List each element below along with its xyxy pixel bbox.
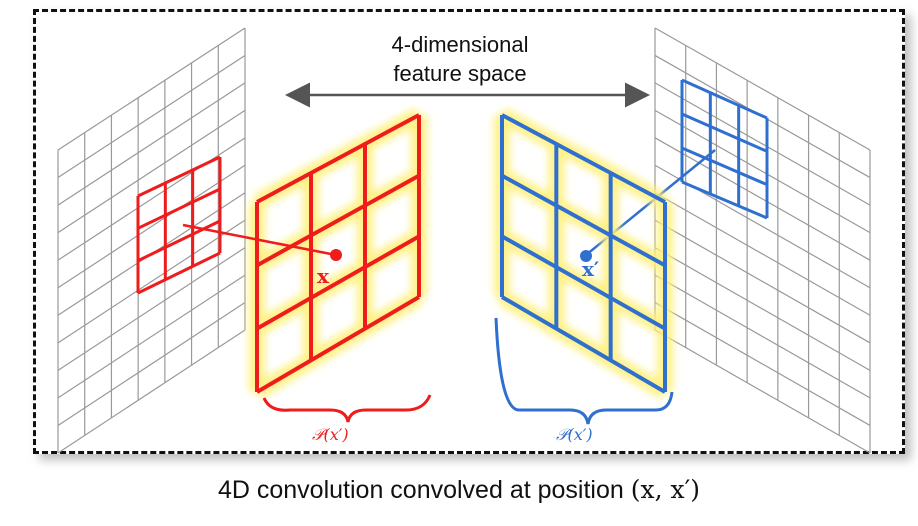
right-center-dot [580, 250, 592, 262]
grid-line [57, 27, 246, 151]
point-label-x: x [317, 264, 330, 288]
grid-line [654, 329, 871, 454]
grid-line [57, 137, 246, 261]
left-brace [262, 394, 432, 423]
feature-space-label-line2: feature space [393, 61, 527, 86]
grid-line [681, 146, 768, 187]
grid-line [137, 251, 221, 295]
left-feature-grid [57, 27, 246, 454]
grid-line [57, 82, 246, 206]
grid-line [654, 109, 871, 234]
grid-line [654, 302, 871, 426]
right-small-window [680, 78, 769, 220]
right-patch [500, 113, 667, 394]
feature-space-label: 4-dimensional feature space [380, 30, 540, 88]
grid-line [654, 192, 871, 316]
grid-line [57, 109, 246, 234]
grid-line [137, 187, 221, 230]
left-connector-line [182, 223, 337, 257]
grid-line [57, 54, 246, 179]
grid-line [501, 234, 666, 331]
grid-line [501, 173, 666, 268]
grid-line [501, 113, 666, 204]
grid-line [57, 329, 246, 454]
grid-line [57, 219, 246, 344]
right-feature-grid [654, 27, 871, 454]
grid-line [256, 113, 420, 204]
left-patch [255, 113, 421, 394]
grid-line [137, 219, 221, 263]
patch-label-right: 𝒫(x′) [556, 425, 593, 444]
caption-text: 4D convolution convolved at position [217, 476, 631, 504]
caption: 4D convolution convolved at position (x,… [0, 470, 918, 510]
feature-space-label-line1: 4-dimensional [391, 32, 529, 57]
grid-line [654, 274, 871, 399]
grid-line [57, 247, 246, 371]
grid-line [654, 82, 871, 206]
grid-line [255, 295, 421, 394]
grid-line [681, 112, 768, 153]
grid-line [57, 302, 246, 426]
grid-line [137, 155, 221, 198]
point-label-x-prime: x′ [582, 257, 599, 281]
grid-line [654, 27, 871, 151]
caption-math: (x, x′) [630, 475, 701, 504]
grid-line [654, 219, 871, 344]
left-center-dot [330, 249, 342, 261]
grid-line [256, 173, 420, 268]
right-brace [494, 317, 674, 425]
grid-line [500, 295, 667, 394]
grid-line [681, 180, 768, 220]
grid-line [256, 234, 420, 331]
grid-line [681, 78, 768, 120]
left-small-window [136, 155, 222, 295]
grid-line [654, 137, 871, 261]
grid-line [57, 164, 246, 289]
grid-line [654, 247, 871, 371]
grid-line [57, 274, 246, 399]
patch-label-left: 𝒫(x′) [312, 425, 349, 444]
